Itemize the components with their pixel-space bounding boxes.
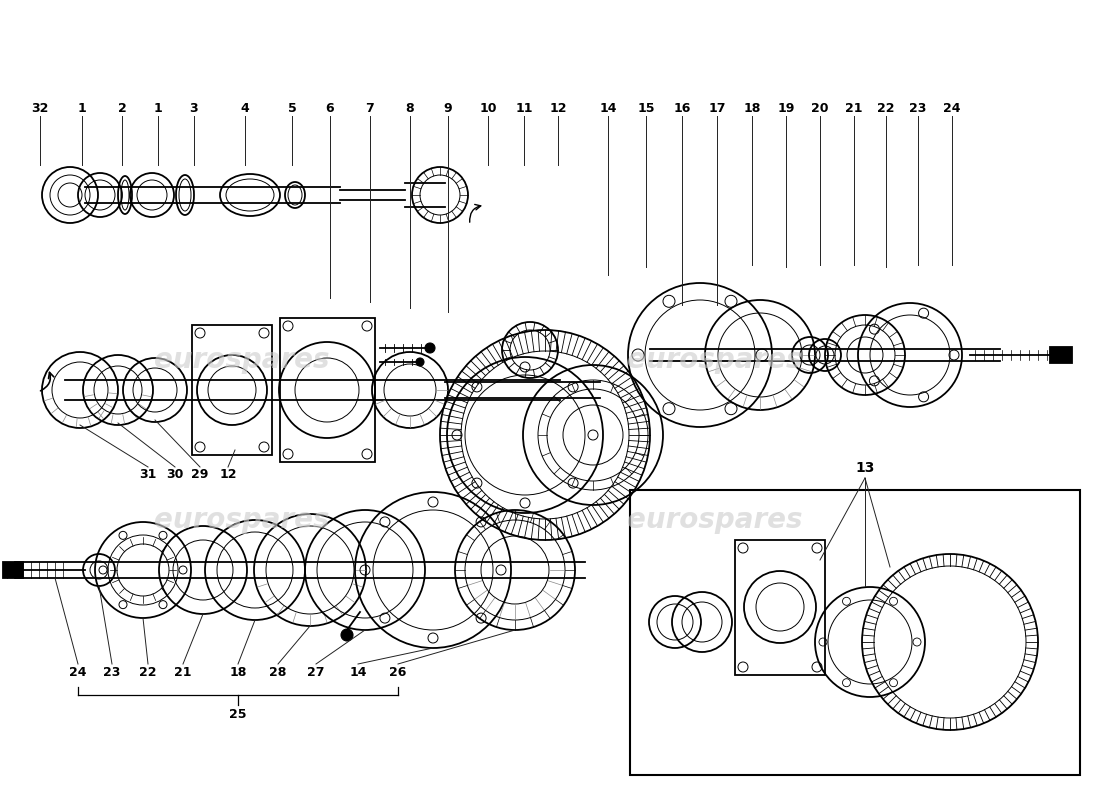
Bar — [735, 540, 825, 675]
Text: 10: 10 — [480, 102, 497, 114]
Text: 16: 16 — [673, 102, 691, 114]
Bar — [280, 318, 375, 462]
Text: 14: 14 — [350, 666, 366, 678]
Text: 1: 1 — [154, 102, 163, 114]
Bar — [3, 562, 23, 578]
Text: 32: 32 — [31, 102, 48, 114]
Circle shape — [341, 629, 353, 641]
Text: 6: 6 — [326, 102, 334, 114]
Text: 23: 23 — [910, 102, 926, 114]
Text: 22: 22 — [878, 102, 894, 114]
Text: 12: 12 — [219, 469, 236, 482]
Text: 9: 9 — [443, 102, 452, 114]
Text: 31: 31 — [140, 469, 156, 482]
Text: 17: 17 — [708, 102, 726, 114]
Text: 5: 5 — [287, 102, 296, 114]
Text: 23: 23 — [103, 666, 121, 678]
Text: 28: 28 — [270, 666, 287, 678]
Text: 8: 8 — [406, 102, 415, 114]
Circle shape — [425, 343, 435, 353]
Text: 15: 15 — [637, 102, 654, 114]
Text: 21: 21 — [845, 102, 862, 114]
Text: 3: 3 — [189, 102, 198, 114]
Text: 20: 20 — [812, 102, 828, 114]
Text: 12: 12 — [549, 102, 566, 114]
Text: 18: 18 — [229, 666, 246, 678]
Bar — [192, 325, 272, 455]
Text: 25: 25 — [229, 709, 246, 722]
Text: 22: 22 — [140, 666, 156, 678]
Text: eurospares: eurospares — [154, 346, 330, 374]
Bar — [630, 490, 1080, 775]
Text: eurospares: eurospares — [154, 506, 330, 534]
Text: eurospares: eurospares — [627, 506, 803, 534]
Text: 29: 29 — [191, 469, 209, 482]
Text: 1: 1 — [78, 102, 87, 114]
Text: 26: 26 — [389, 666, 407, 678]
Text: 7: 7 — [365, 102, 374, 114]
Text: 19: 19 — [778, 102, 794, 114]
Bar — [1050, 347, 1072, 363]
Text: 21: 21 — [174, 666, 191, 678]
Text: 30: 30 — [166, 469, 184, 482]
Text: 13: 13 — [856, 461, 875, 475]
Text: 4: 4 — [241, 102, 250, 114]
Text: eurospares: eurospares — [627, 346, 803, 374]
Text: 11: 11 — [515, 102, 532, 114]
Text: 18: 18 — [744, 102, 761, 114]
Text: 2: 2 — [118, 102, 127, 114]
Text: 27: 27 — [307, 666, 324, 678]
Text: 24: 24 — [69, 666, 87, 678]
Text: 24: 24 — [944, 102, 960, 114]
Text: 14: 14 — [600, 102, 617, 114]
Circle shape — [416, 358, 424, 366]
